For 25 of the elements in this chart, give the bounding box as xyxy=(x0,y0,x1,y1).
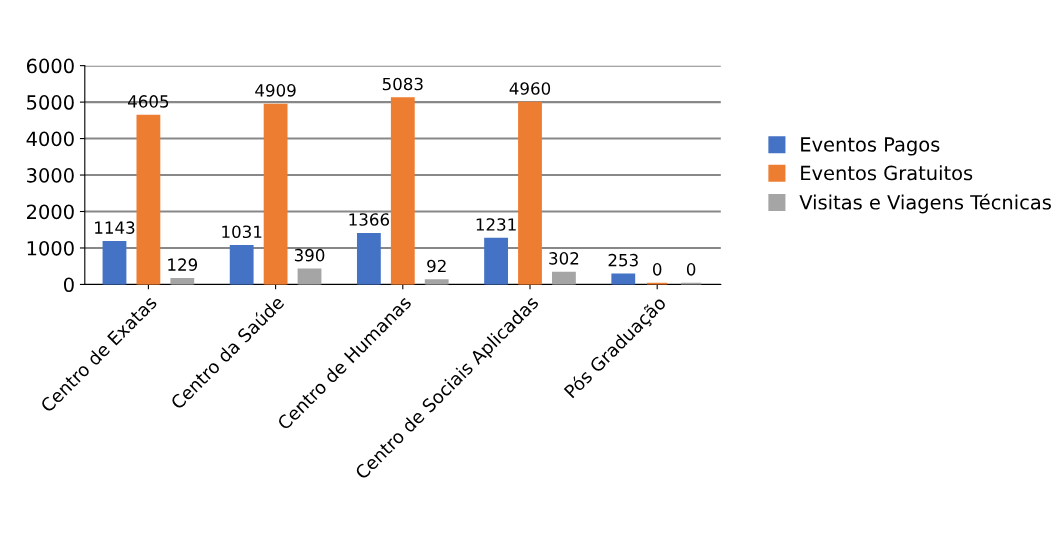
y-tick-label: 6000 xyxy=(26,58,74,74)
data-label: 1031 xyxy=(222,225,262,239)
data-label: 390 xyxy=(294,248,325,262)
data-label: 1366 xyxy=(349,213,390,226)
data-label: 4909 xyxy=(255,84,296,97)
y-tick-label: 2000 xyxy=(27,204,74,220)
data-label: 253 xyxy=(608,253,638,267)
data-label: 4960 xyxy=(509,82,551,95)
y-tick-label: 1000 xyxy=(27,240,74,256)
legend-label: Visitas e Viagens Técnicas xyxy=(799,193,1051,214)
data-label: 5083 xyxy=(382,77,423,91)
y-tick-label: 5000 xyxy=(27,95,74,110)
y-tick-label: 4000 xyxy=(26,131,74,147)
data-label: 0 xyxy=(653,263,662,276)
y-tick-label: 3000 xyxy=(27,168,74,183)
legend-label: Eventos Gratuitos xyxy=(801,165,973,181)
data-label: 0 xyxy=(686,263,696,276)
data-label: 4605 xyxy=(128,95,169,108)
y-tick-label: 0 xyxy=(63,277,74,293)
data-label: 1231 xyxy=(476,218,516,231)
data-label: 129 xyxy=(168,258,198,271)
data-label: 1143 xyxy=(95,221,135,234)
data-label: 92 xyxy=(427,259,446,273)
data-label: 302 xyxy=(549,252,579,265)
legend-label: Eventos Pagos xyxy=(801,137,940,156)
